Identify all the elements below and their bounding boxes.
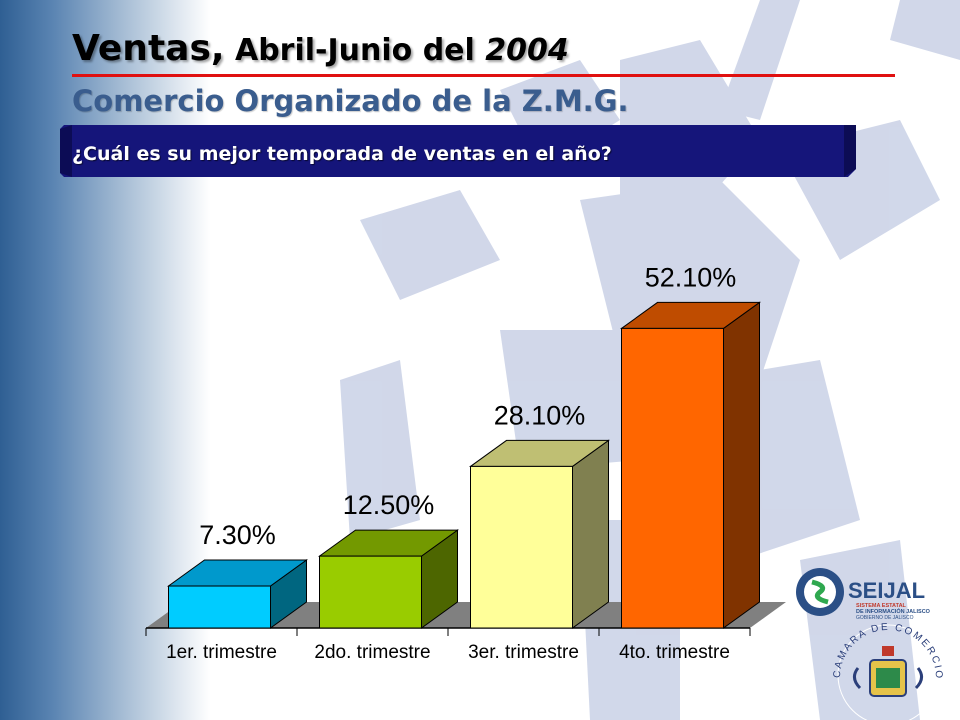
category-label: 2do. trimestre [314, 642, 430, 663]
bar [621, 327, 724, 629]
data-label: 12.50% [343, 490, 435, 520]
category-label: 1er. trimestre [166, 642, 277, 663]
seijal-logo: SEIJAL SISTEMA ESTATAL DE INFORMACIÓN JA… [796, 568, 931, 621]
page-title: Ventas, Abril-Junio del 2004 [72, 28, 569, 69]
question-text: ¿Cuál es su mejor temporada de ventas en… [72, 143, 612, 165]
seijal-sub3: GOBIERNO DE JALISCO [856, 615, 914, 621]
data-label: 7.30% [199, 520, 276, 550]
bar [168, 585, 271, 629]
seijal-sub2: DE INFORMACIÓN JALISCO [856, 607, 931, 615]
title-underline [72, 74, 895, 77]
title-period: Abril-Junio del [224, 33, 486, 68]
bar [470, 465, 573, 629]
question-banner [60, 125, 856, 177]
data-label: 52.10% [645, 262, 737, 292]
page-subtitle: Comercio Organizado de la Z.M.G. [72, 84, 629, 118]
data-label: 28.10% [494, 400, 586, 430]
bar [319, 555, 422, 629]
bar-side [572, 439, 609, 629]
title-year: 2004 [485, 33, 569, 68]
category-label: 3er. trimestre [468, 642, 579, 663]
bar-side [723, 301, 760, 629]
title-main: Ventas, [72, 28, 225, 69]
seijal-sub1: SISTEMA ESTATAL [856, 603, 907, 609]
seijal-text: SEIJAL [848, 578, 925, 603]
category-label: 4to. trimestre [619, 642, 730, 663]
logos-area: SEIJAL SISTEMA ESTATAL DE INFORMACIÓN JA… [790, 560, 942, 720]
